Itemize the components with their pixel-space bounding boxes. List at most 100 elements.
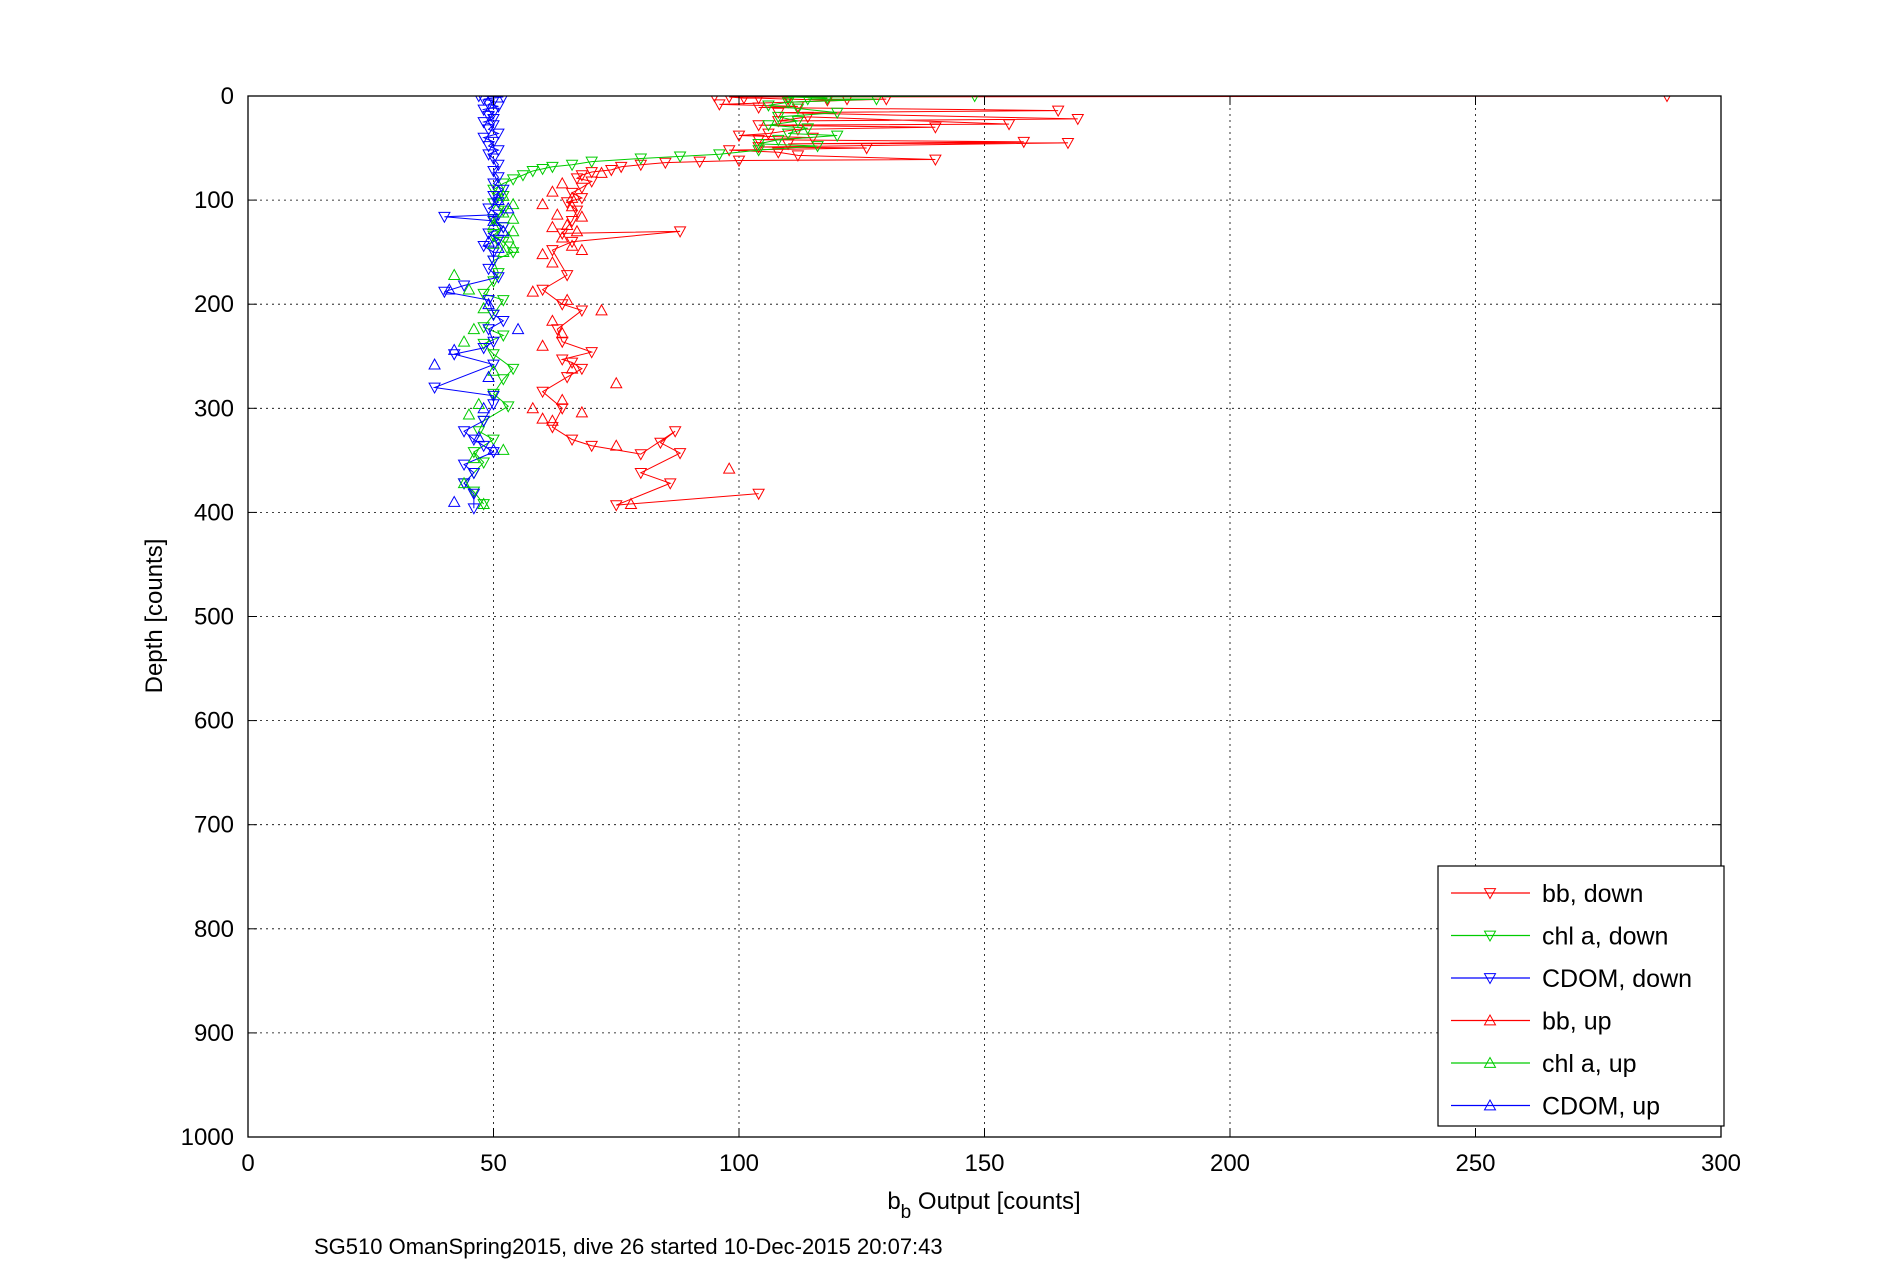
data-point — [492, 268, 505, 280]
data-point — [496, 330, 510, 342]
data-point — [575, 305, 589, 317]
data-point — [442, 283, 456, 295]
data-point — [536, 412, 549, 424]
data-point — [575, 182, 589, 195]
data-point — [506, 224, 520, 237]
data-point — [506, 363, 520, 376]
data-point — [457, 478, 471, 490]
data-point — [482, 324, 495, 336]
data-point — [801, 123, 815, 135]
data-point — [536, 339, 549, 351]
data-point — [1061, 137, 1075, 150]
data-point — [487, 191, 500, 203]
data-point — [560, 270, 574, 282]
series-5 — [428, 193, 525, 507]
data-point — [482, 203, 495, 215]
data-point — [496, 184, 510, 197]
data-point — [482, 297, 495, 310]
data-point — [501, 201, 515, 214]
data-point — [565, 434, 579, 447]
data-point — [546, 161, 559, 174]
data-point — [771, 111, 785, 124]
data-point — [822, 96, 833, 105]
data-point — [467, 447, 481, 459]
legend-marker — [1483, 1098, 1497, 1111]
data-point — [585, 440, 599, 453]
legend-marker — [1483, 973, 1497, 985]
data-point — [546, 422, 559, 434]
caption: SG510 OmanSpring2015, dive 26 started 10… — [314, 1234, 943, 1259]
data-point — [565, 187, 579, 200]
data-point — [492, 145, 505, 157]
data-point — [492, 172, 505, 184]
y-tick-label: 100 — [194, 187, 234, 214]
data-point — [487, 218, 500, 230]
data-point — [467, 467, 481, 480]
data-point — [585, 156, 599, 169]
data-point — [791, 103, 805, 116]
data-point — [457, 459, 471, 472]
data-point — [457, 426, 471, 438]
data-point — [771, 107, 785, 120]
data-point — [634, 153, 648, 165]
data-point — [570, 224, 584, 237]
data-point — [501, 231, 515, 243]
y-tick-label: 700 — [194, 812, 234, 839]
data-point — [614, 161, 628, 174]
data-point — [609, 500, 623, 512]
data-point — [477, 288, 491, 301]
data-point — [830, 107, 844, 120]
data-point — [791, 116, 805, 128]
data-point — [565, 159, 579, 172]
data-point — [659, 157, 672, 170]
data-point — [555, 176, 569, 189]
data-point — [467, 451, 481, 464]
legend: bb, down chl a, down CDOM, down bb, up chl a… — [1437, 865, 1725, 1127]
data-point — [570, 173, 584, 185]
data-point — [526, 401, 540, 414]
series-line — [541, 96, 1667, 506]
data-point — [781, 97, 795, 109]
data-point — [506, 241, 520, 253]
data-point — [830, 130, 844, 143]
data-point — [487, 349, 500, 361]
data-point — [752, 138, 765, 151]
data-point — [496, 315, 510, 328]
data-point — [496, 295, 510, 307]
data-point — [472, 430, 486, 443]
data-point — [732, 130, 746, 143]
data-point — [447, 343, 461, 355]
data-point — [496, 222, 510, 234]
data-point — [673, 151, 687, 163]
legend-marker — [1483, 888, 1497, 900]
x-tick-label: 150 — [964, 1150, 1004, 1177]
y-tick-label: 200 — [194, 291, 234, 318]
data-point — [482, 141, 495, 153]
data-point — [428, 358, 441, 370]
data-point — [487, 184, 500, 197]
data-point — [472, 426, 486, 438]
data-point — [753, 96, 764, 105]
data-point — [487, 276, 500, 288]
data-point — [560, 293, 574, 305]
data-point — [492, 128, 505, 141]
data-point — [487, 336, 500, 349]
data-point — [673, 226, 687, 238]
data-point — [447, 268, 461, 280]
data-point — [739, 96, 749, 105]
data-point — [482, 110, 495, 123]
y-tick-label: 500 — [194, 604, 234, 631]
data-point — [447, 495, 461, 507]
data-point — [477, 322, 491, 334]
data-point — [565, 216, 579, 228]
data-point — [782, 96, 794, 106]
data-point — [457, 280, 471, 292]
data-point — [565, 239, 579, 251]
data-point — [536, 163, 549, 176]
data-point — [929, 154, 942, 167]
x-tick-label: 300 — [1701, 1150, 1741, 1177]
legend-marker — [1483, 1013, 1497, 1026]
data-point — [462, 283, 476, 295]
data-point — [467, 322, 481, 335]
